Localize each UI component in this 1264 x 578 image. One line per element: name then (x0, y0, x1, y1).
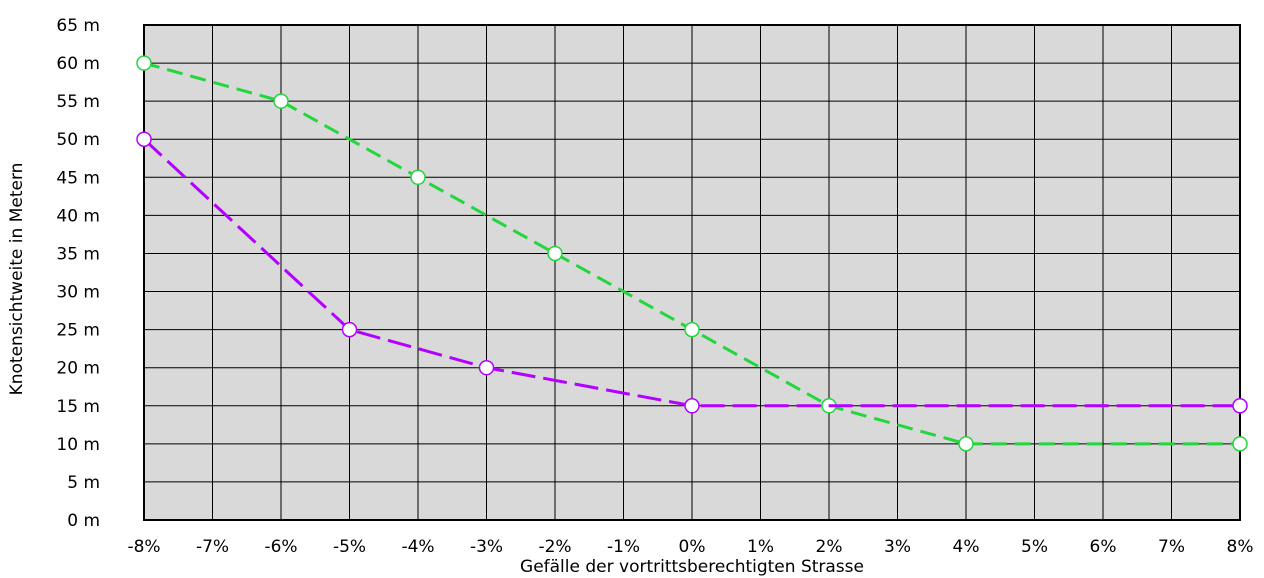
x-tick-label: 7% (1158, 537, 1185, 557)
y-tick-label: 35 m (56, 244, 100, 264)
y-tick-label: 50 m (56, 130, 100, 150)
data-point (136, 131, 152, 147)
x-tick-label: 0% (679, 537, 706, 557)
x-tick-label: 8% (1227, 537, 1254, 557)
data-point (478, 359, 495, 376)
x-tick-label: 4% (953, 537, 980, 557)
x-tick-label: 5% (1021, 537, 1048, 557)
series-layer (136, 55, 1248, 452)
x-tick-label: 1% (747, 537, 774, 557)
x-tick-label: -7% (196, 537, 229, 557)
series-1 (136, 55, 1248, 452)
x-tick-label: 2% (816, 537, 843, 557)
y-tick-label: 25 m (56, 321, 100, 341)
data-point (684, 398, 700, 414)
y-tick-label: 10 m (56, 435, 100, 455)
x-tick-label: -2% (538, 537, 571, 557)
y-tick-label: 0 m (67, 511, 100, 531)
x-tick-label: -6% (264, 537, 297, 557)
y-tick-label: 45 m (56, 168, 100, 188)
data-point (136, 55, 152, 71)
data-point (1232, 398, 1248, 414)
x-tick-label: -4% (401, 537, 434, 557)
x-axis-label: Gefälle der vortrittsberechtigten Strass… (520, 557, 864, 577)
y-axis-ticks: 0 m 5 m 10 m 15 m 20 m 25 m 30 m 35 m 40 m 45 m 50… (56, 16, 100, 531)
data-point (547, 245, 563, 262)
data-point (1232, 436, 1248, 452)
data-point (273, 93, 289, 109)
series-line (143, 61, 1240, 446)
data-point (410, 169, 426, 186)
y-axis-label: Knotensichtweite in Metern (7, 163, 27, 396)
x-axis-ticks: -8% -7% -6% -5% -4% -3% -2% -1% 0% 1% 2% 3% 4% 5% 6% 7%… (127, 537, 1253, 557)
x-tick-label: 6% (1090, 537, 1117, 557)
y-tick-label: 30 m (56, 283, 100, 303)
x-tick-label: -8% (127, 537, 160, 557)
y-tick-label: 65 m (56, 16, 100, 36)
plot-frame (143, 24, 1241, 521)
y-tick-label: 5 m (67, 473, 100, 493)
y-tick-label: 60 m (56, 54, 100, 74)
data-point (958, 436, 974, 452)
y-tick-label: 20 m (56, 359, 100, 379)
y-tick-label: 55 m (56, 92, 100, 112)
series-2 (136, 131, 1248, 414)
y-tick-label: 15 m (56, 397, 100, 417)
y-tick-label: 40 m (56, 206, 100, 226)
data-point (684, 321, 700, 338)
x-tick-label: -1% (607, 537, 640, 557)
data-point (341, 321, 358, 338)
x-tick-label: -5% (333, 537, 366, 557)
x-tick-label: -3% (470, 537, 503, 557)
x-tick-label: 3% (884, 537, 911, 557)
